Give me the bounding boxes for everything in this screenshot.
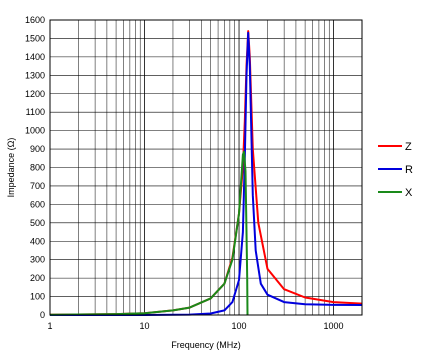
y-tick-label: 200	[30, 273, 45, 283]
y-tick-label: 600	[30, 199, 45, 209]
y-tick-label: 1200	[25, 89, 45, 99]
y-tick-label: 700	[30, 181, 45, 191]
y-tick-label: 900	[30, 144, 45, 154]
y-tick-label: 1000	[25, 126, 45, 136]
legend-label-z: Z	[405, 141, 412, 153]
x-tick-label: 1	[47, 321, 52, 331]
plot-frame	[49, 19, 363, 316]
y-tick-label: 800	[30, 163, 45, 173]
x-axis-label: Frequency (MHz)	[171, 340, 241, 350]
series-line-x	[49, 150, 249, 316]
legend-label-x: X	[405, 187, 413, 199]
y-tick-label: 1400	[25, 52, 45, 62]
series-layer	[49, 30, 363, 316]
x-tick-label: 100	[232, 321, 247, 331]
tick-labels: 0100200300400500600700800900100011001200…	[25, 15, 344, 331]
x-tick-label: 1000	[324, 321, 344, 331]
y-tick-label: 1100	[26, 107, 45, 117]
x-tick-label: 10	[140, 321, 150, 331]
legend-label-r: R	[405, 164, 413, 176]
series-line-r	[50, 31, 363, 316]
y-axis-label: Impedance (Ω)	[6, 138, 16, 198]
y-tick-label: 500	[30, 218, 45, 228]
y-tick-label: 400	[30, 236, 45, 246]
y-tick-label: 0	[40, 310, 45, 320]
y-tick-label: 1300	[25, 70, 45, 80]
legend: ZRX	[378, 141, 413, 199]
y-tick-label: 1600	[25, 15, 45, 25]
y-tick-label: 300	[30, 255, 45, 265]
y-tick-label: 100	[30, 292, 45, 302]
y-tick-label: 1500	[25, 33, 45, 43]
